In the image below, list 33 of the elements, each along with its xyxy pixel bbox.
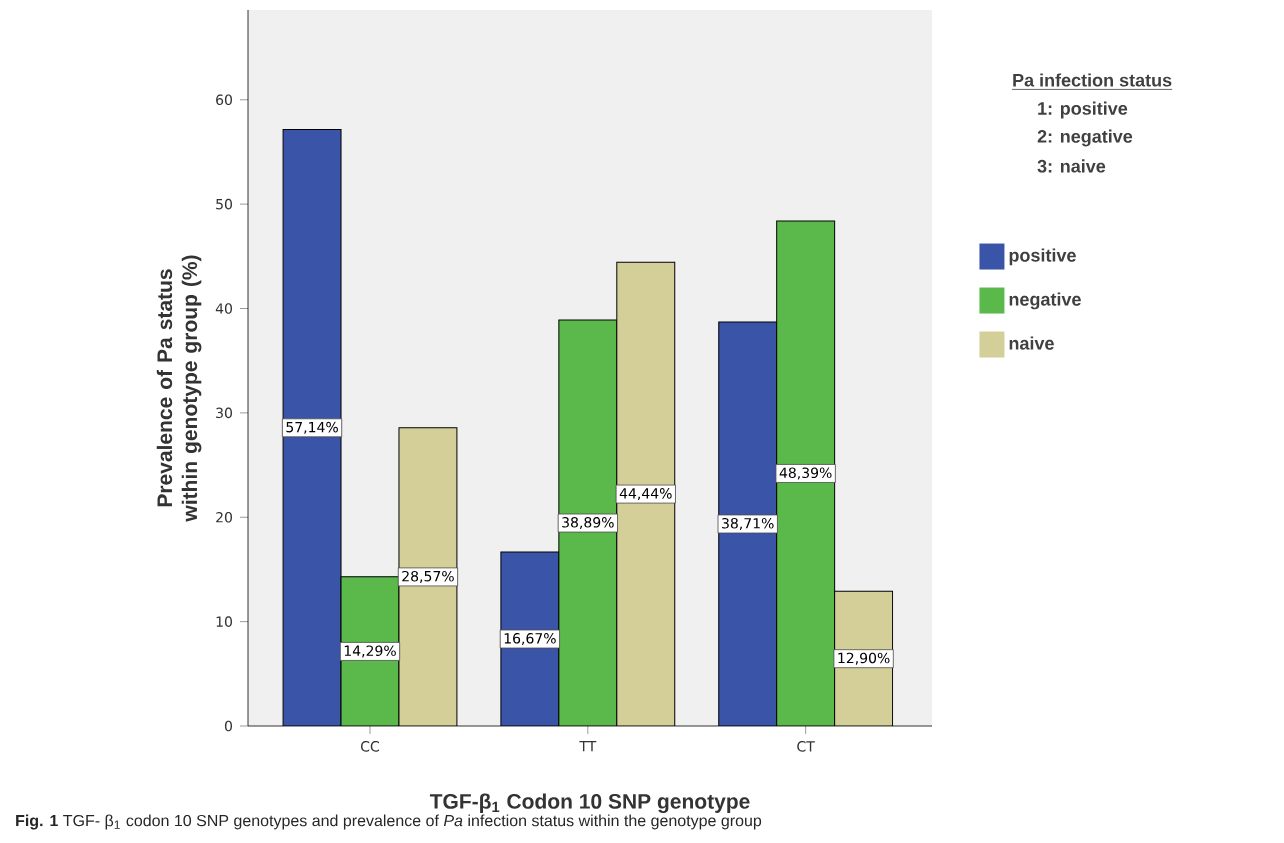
text: 1: positive [1038, 101, 1128, 119]
data-label: 38,71% [722, 517, 774, 530]
legend-title: Pa infection status [1013, 73, 1172, 87]
bar [558, 320, 617, 726]
text: 2: negative [1037, 129, 1133, 147]
y-tick-label: 50 [216, 198, 232, 210]
legend-label: positive [1009, 248, 1076, 266]
data-label: 57,14% [286, 421, 338, 434]
bar [776, 220, 836, 726]
y-tick-label: 20 [216, 511, 232, 523]
y-tick-label: 0 [224, 720, 232, 732]
x-tick-label: CC [361, 741, 379, 752]
data-label: 28,57% [402, 570, 454, 583]
text: Fig. 1 TGF- β$_{1}$ codon 10 SNP genotypes and prevalence of Pa infection status within the genotype group [16, 814, 762, 830]
y-tick-label: 10 [216, 616, 232, 627]
data-label: 16,67% [504, 633, 556, 646]
y-tick-label: 40 [215, 303, 232, 314]
data-label: 44,44% [619, 488, 672, 501]
data-label: 14,29% [344, 645, 396, 658]
y-tick-label: 60 [216, 94, 232, 106]
y-tick-label: 30 [216, 407, 232, 419]
text: 3: naive [1037, 159, 1106, 173]
bar [718, 321, 778, 726]
x-tick-label: TT [579, 741, 597, 752]
data-label: 48,39% [779, 467, 832, 480]
bar [283, 129, 342, 726]
data-label: 12,90% [838, 652, 890, 665]
legend-label: negative [1009, 292, 1081, 310]
data-label: 38,89% [562, 517, 614, 530]
x-axis-title: TGF-β$_{1}$ Codon 10 SNP genotype [429, 793, 750, 814]
x-tick-label: CT [797, 741, 815, 752]
legend-label: naive [1009, 336, 1054, 350]
y-axis-title: Prevalence of Pa status within genotype group (%) [156, 255, 202, 522]
